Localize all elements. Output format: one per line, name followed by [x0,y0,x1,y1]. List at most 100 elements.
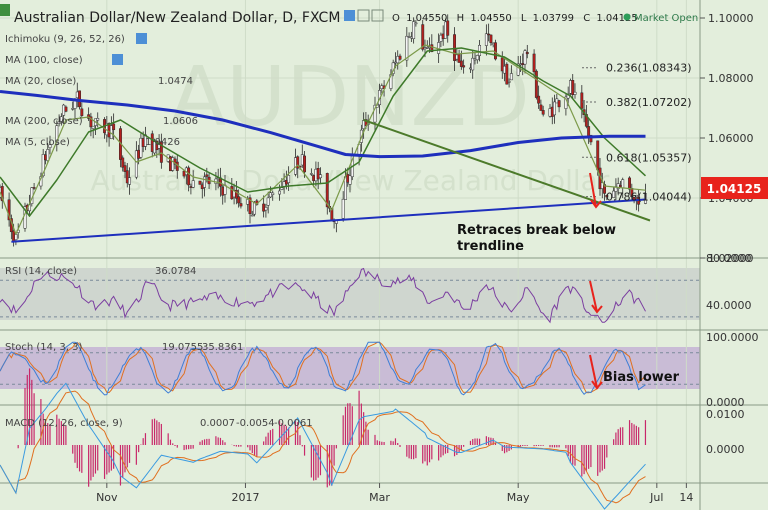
candle-body [309,173,313,175]
candles-layer [0,14,647,247]
price-tick-label: 1.06000 [708,132,754,145]
macd-tick-0100: 0.0100 [706,408,745,421]
macd-tick-0000: 0.0000 [706,443,745,456]
price-tick-label: 1.02000 [708,252,754,265]
candle-body [191,180,195,188]
trendlines-layer [11,119,651,243]
candle-body [605,195,609,198]
close-icon[interactable] [371,9,384,22]
legend-macd[interactable]: MACD (12, 26, close, 9) [5,418,123,429]
legend-rsi-value: 36.0784 [155,266,196,277]
time-tick-label: 2017 [231,491,259,504]
candle-body [475,55,479,61]
ichimoku-eye-icon[interactable] [136,33,147,44]
open-value: 1.04550 [406,13,447,24]
high-value: 1.04550 [470,13,511,24]
legend-ma5-value: 1.0426 [145,137,180,148]
candle-body [596,140,600,171]
candle-body [237,196,241,204]
time-axis[interactable]: Nov 2017 Mar May Jul 14 [96,483,693,504]
candle-body [459,60,463,67]
candle-body [523,50,527,65]
stoch-k-line [0,341,646,396]
candle-body [159,141,163,163]
legend-ma200[interactable]: MA (200, close) [5,116,83,127]
ma200-line [0,90,646,159]
time-tick-label: Jul [649,491,663,504]
candle-body [430,44,434,53]
candle-body [505,63,509,85]
candle-body [644,193,647,204]
chart-title: Australian Dollar/New Zealand Dollar, D,… [14,10,340,26]
candle-body [589,134,593,143]
trend-note-line2: trendline [457,239,524,254]
rsi-down-arrow [589,280,598,313]
candle-body [198,180,202,185]
candle-body [89,116,93,128]
legend-ma5[interactable]: MA (5, close) [5,137,70,148]
rsi-tick-40: 40.0000 [706,299,752,312]
candle-body [494,42,497,60]
candle-body [453,34,456,61]
down-trendline [363,119,651,222]
settings-icon[interactable] [357,9,370,22]
candle-body [7,199,11,221]
time-tick-label: May [507,491,530,504]
time-tick-label: Nov [96,491,118,504]
ma100-eye-icon[interactable] [112,54,123,65]
candle-body [539,104,543,111]
candle-body [584,114,588,127]
candle-body [319,174,322,179]
legend-stoch[interactable]: Stoch (14, 3, 3) [5,342,82,353]
candle-body [55,125,59,145]
candle-body [348,175,352,185]
stoch-down-arrow-head [591,380,603,390]
collapse-toggle-icon[interactable] [0,4,10,16]
candle-body [48,144,52,148]
candle-body [484,33,488,46]
candle-body [405,35,409,61]
candle-body [78,90,81,108]
candle-body [280,187,284,190]
candle-body [553,101,556,116]
candle-body [571,80,575,95]
time-tick-label: 14 [679,491,693,504]
fib-level-label: 0.618(1.05357) [606,151,692,164]
legend-ma20[interactable]: MA (20, close) [5,76,76,87]
candle-body [628,177,631,190]
candle-body [364,119,368,126]
candle-body [316,168,320,180]
ma20-line [0,47,647,217]
rsi-down-arrow-head [591,304,603,314]
open-label: O [392,13,400,24]
candle-body [134,150,138,178]
candle-body [296,156,300,169]
legend-ma100[interactable]: MA (100, close) [5,55,83,66]
watermark-symbol: AUDNZD [170,50,530,145]
stoch-tick-0: 0.0000 [706,396,745,409]
stoch-down-arrow [589,354,598,389]
candle-body [57,121,61,124]
candle-body [421,24,425,50]
rsi-tick-80: 80.0000 [706,252,752,265]
candle-body [507,81,511,83]
candle-body [541,110,545,115]
candle-body [271,192,275,195]
title-toolbar [344,9,384,22]
price-tick-label: 1.10000 [708,12,754,25]
legend-rsi[interactable]: RSI (14, close) [5,266,77,277]
candle-body [509,73,513,81]
candle-body [121,157,125,168]
candle-body [487,33,491,36]
candle-body [266,197,270,206]
close-value: 1.04125 [596,13,637,24]
candle-body [587,126,591,137]
candle-body [537,95,541,104]
rsi-line [0,267,646,324]
legend-ichimoku[interactable]: Ichimoku (9, 26, 52, 26) [5,34,125,45]
price-down-arrow [589,172,597,208]
eye-icon[interactable] [344,10,355,21]
candle-body [96,118,100,121]
stoch-note: Bias lower [603,370,680,385]
